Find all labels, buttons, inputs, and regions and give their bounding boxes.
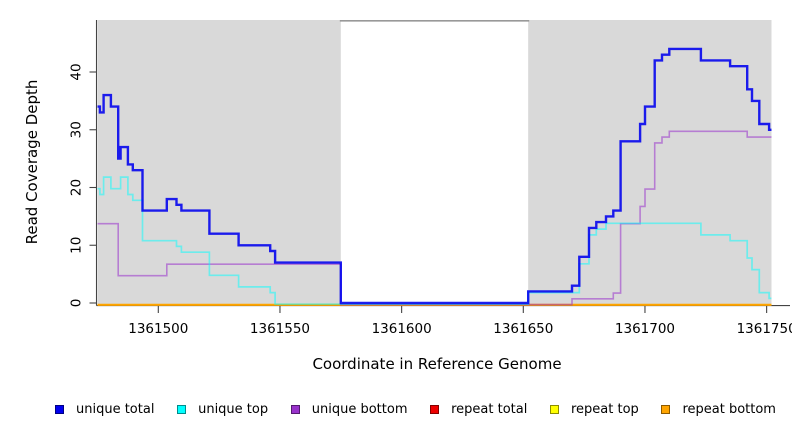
legend-label: unique top: [198, 401, 269, 417]
x-axis-title: Coordinate in Reference Genome: [312, 355, 561, 373]
y-tick-label: 30: [69, 121, 85, 138]
legend-item-repeat-top: repeat top: [550, 402, 639, 417]
legend-item-repeat-total: repeat total: [430, 402, 527, 417]
x-tick-label: 1361650: [493, 321, 553, 337]
series-layer: [97, 47, 772, 306]
legend-label: repeat total: [451, 401, 528, 417]
unique-bottom-swatch-icon: [290, 404, 300, 414]
legend-label: unique bottom: [311, 401, 408, 417]
repeat-bottom-swatch-icon: [661, 404, 671, 414]
shaded-region: [97, 20, 341, 304]
y-tick-label: 20: [69, 179, 85, 196]
x-tick-label: 1361500: [128, 321, 188, 337]
y-tick-label: 40: [69, 63, 85, 80]
legend-item-unique-bottom: unique bottom: [290, 401, 408, 417]
legend: unique total unique top unique bottom re…: [0, 398, 792, 420]
x-tick-label: 1361550: [250, 321, 310, 337]
legend-label: repeat top: [571, 401, 639, 417]
repeat-total-swatch-icon: [430, 404, 440, 414]
plot-canvas: 1361500 1361550 1361600 1361650 1361700 13617…: [23, 19, 792, 373]
series-line-unique-top: [97, 176, 772, 306]
x-tick-label: 1361600: [372, 321, 432, 337]
y-axis-title: Read Coverage Depth: [23, 80, 41, 245]
y-tick-label: 0: [69, 299, 85, 308]
legend-label: unique total: [76, 401, 155, 417]
unique-top-swatch-icon: [177, 404, 187, 414]
legend-item-repeat-bottom: repeat bottom: [661, 402, 776, 417]
y-tick-label: 10: [69, 237, 85, 254]
x-tick-label: 1361700: [615, 321, 675, 337]
shaded-regions-layer: [97, 19, 772, 304]
shaded-region: [528, 20, 772, 304]
legend-item-unique-total: unique total: [55, 402, 154, 417]
x-tick-label: 1361750: [737, 321, 792, 337]
repeat-top-swatch-icon: [550, 404, 559, 414]
series-line-unique-total: [97, 47, 772, 305]
legend-item-unique-top: unique top: [177, 402, 268, 417]
unique-total-swatch-icon: [55, 404, 64, 414]
legend-label: repeat bottom: [682, 401, 776, 417]
